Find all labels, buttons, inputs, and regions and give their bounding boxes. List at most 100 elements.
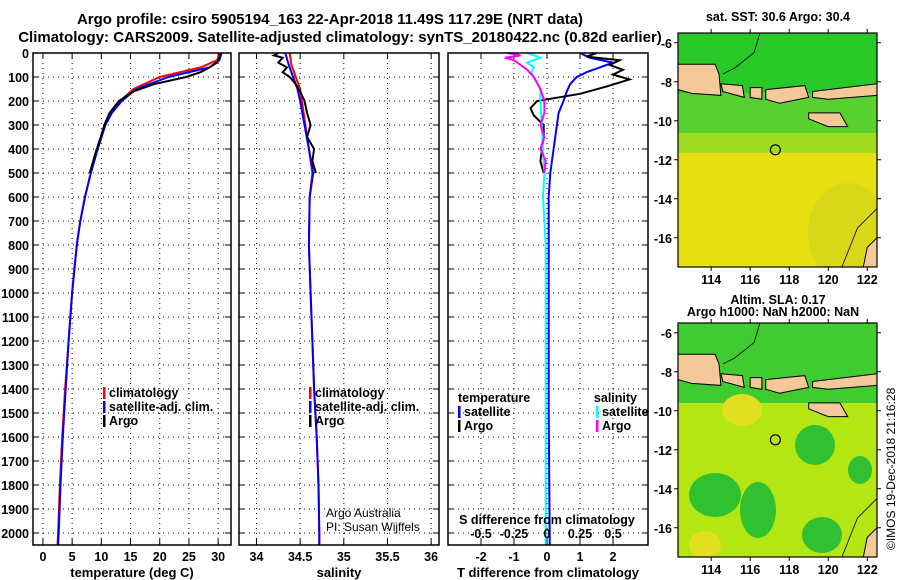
lat-tick-label: -14 bbox=[654, 193, 672, 207]
credit-argo-australia: Argo Australia bbox=[326, 506, 401, 520]
y-tick-label: 1800 bbox=[1, 479, 29, 493]
x-tick-label: 0 bbox=[544, 550, 551, 564]
x-tick-label: 36 bbox=[424, 550, 438, 564]
legend-title-temperature: temperature bbox=[458, 391, 530, 405]
map-frame bbox=[677, 32, 878, 268]
y-tick-label: 1100 bbox=[2, 311, 29, 325]
y-tick-label: 1300 bbox=[1, 359, 29, 373]
legend-label: Argo bbox=[464, 419, 494, 433]
panel-temperature bbox=[32, 52, 232, 546]
x-tick-label: 5 bbox=[69, 550, 76, 564]
map-field bbox=[678, 33, 877, 267]
lat-tick-label: -6 bbox=[661, 327, 672, 341]
panel-salinity bbox=[238, 52, 440, 546]
plot-frame bbox=[238, 52, 440, 546]
lat-tick-label: -8 bbox=[661, 76, 672, 90]
map-subtitle: Argo h1000: NaN h2000: NaN bbox=[687, 305, 859, 319]
legend-label: Argo bbox=[109, 414, 139, 428]
lon-tick-label: 118 bbox=[779, 273, 799, 287]
series-line-salinity-satellite bbox=[525, 52, 547, 545]
lon-tick-label: 120 bbox=[818, 563, 839, 577]
x-tick-label: 35.5 bbox=[375, 550, 399, 564]
lon-tick-label: 116 bbox=[740, 563, 760, 577]
land-polygon bbox=[812, 373, 877, 390]
sla-low-eddy bbox=[802, 517, 842, 553]
legend-label: climatology bbox=[109, 386, 179, 400]
y-tick-label: 1000 bbox=[1, 287, 29, 301]
depth-contour bbox=[722, 33, 761, 75]
sla-low-eddy bbox=[795, 425, 835, 465]
y-tick-label: 300 bbox=[8, 119, 29, 133]
lat-tick-label: -16 bbox=[654, 232, 672, 246]
series-line-salinity-argo bbox=[504, 52, 547, 174]
legend-swatch bbox=[309, 415, 312, 427]
s-tick-label: 0.5 bbox=[604, 527, 621, 541]
sla-low-eddy bbox=[848, 456, 872, 484]
depth-contour bbox=[722, 323, 761, 365]
y-tick-label: 700 bbox=[8, 215, 29, 229]
land-polygon bbox=[808, 402, 849, 418]
sla-high-eddy bbox=[689, 531, 721, 557]
legend-label: climatology bbox=[315, 386, 385, 400]
s-axis-label: S difference from climatology bbox=[459, 513, 635, 527]
series-line-satellite-adj-clim- bbox=[284, 52, 321, 545]
x-tick-label: 30 bbox=[211, 550, 225, 564]
x-tick-label: 35 bbox=[337, 550, 351, 564]
map-frame bbox=[677, 322, 878, 558]
x-axis-label: T difference from climatology bbox=[457, 565, 640, 580]
y-tick-label: 100 bbox=[8, 71, 29, 85]
s-tick-label: -0.5 bbox=[470, 527, 492, 541]
x-axis-label: temperature (deg C) bbox=[70, 565, 194, 580]
imos-watermark: ©IMOS 19-Dec-2018 21:16:28 bbox=[884, 387, 898, 550]
y-tick-label: 2000 bbox=[1, 527, 29, 541]
y-tick-label: 0 bbox=[22, 47, 29, 61]
y-tick-label: 1500 bbox=[1, 407, 29, 421]
land-polygon bbox=[812, 83, 877, 100]
land-polygon bbox=[720, 83, 745, 99]
map-sla-map bbox=[674, 319, 881, 561]
land-polygon bbox=[720, 373, 745, 389]
credit-pi: PI: Susan Wijffels bbox=[326, 520, 420, 534]
land-polygon bbox=[765, 375, 810, 394]
lat-tick-label: -12 bbox=[654, 444, 672, 458]
legend-swatch bbox=[103, 401, 106, 413]
lon-tick-label: 118 bbox=[779, 563, 799, 577]
x-tick-label: 20 bbox=[153, 550, 167, 564]
map-field bbox=[678, 323, 877, 557]
plot-frame bbox=[447, 52, 649, 546]
legend-label: Argo bbox=[602, 419, 632, 433]
figure-title-line2: Climatology: CARS2009. Satellite-adjuste… bbox=[18, 29, 662, 46]
x-tick-label: 15 bbox=[124, 550, 138, 564]
legend-label: satellite bbox=[464, 405, 511, 419]
argo-float-marker bbox=[769, 434, 781, 446]
y-tick-label: 200 bbox=[8, 95, 29, 109]
legend-swatch bbox=[458, 406, 461, 418]
x-tick-label: -2 bbox=[475, 550, 486, 564]
lon-tick-label: 122 bbox=[857, 563, 878, 577]
legend-swatch bbox=[596, 420, 599, 432]
map-title: Altim. SLA: 0.17 bbox=[730, 293, 825, 307]
y-tick-label: 400 bbox=[8, 143, 29, 157]
lat-tick-label: -8 bbox=[661, 366, 672, 380]
lon-tick-label: 120 bbox=[818, 273, 839, 287]
lat-tick-label: -10 bbox=[654, 115, 672, 129]
x-tick-label: 0 bbox=[39, 550, 46, 564]
lon-tick-label: 122 bbox=[857, 273, 878, 287]
depth-contour bbox=[841, 208, 877, 267]
series-line-satellite-adj-clim- bbox=[57, 52, 223, 546]
y-tick-label: 600 bbox=[8, 191, 29, 205]
argo-float-marker bbox=[769, 144, 781, 156]
y-tick-label: 1200 bbox=[1, 335, 29, 349]
series-line-temperature-satellite bbox=[547, 52, 617, 545]
x-tick-label: 34.5 bbox=[288, 550, 312, 564]
sla-low-eddy bbox=[740, 482, 776, 538]
s-tick-label: 0.25 bbox=[568, 527, 592, 541]
legend-swatch bbox=[103, 415, 106, 427]
lon-tick-label: 114 bbox=[701, 273, 721, 287]
x-tick-label: 10 bbox=[94, 550, 108, 564]
lat-tick-label: -12 bbox=[654, 154, 672, 168]
lat-tick-label: -10 bbox=[654, 405, 672, 419]
lat-tick-label: -16 bbox=[654, 522, 672, 536]
sla-low-eddy bbox=[689, 473, 741, 517]
